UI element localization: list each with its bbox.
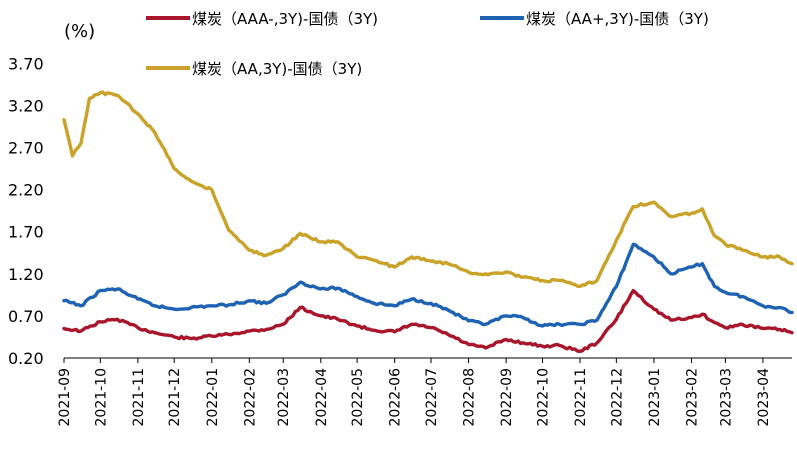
x-tick-label: 2023-03 xyxy=(718,368,734,427)
x-tick-label: 2022-06 xyxy=(388,368,404,427)
y-tick-label: 2.20 xyxy=(8,181,44,200)
x-tick-label: 2022-04 xyxy=(314,368,330,427)
series-line-1 xyxy=(62,288,794,353)
x-tick-label: 2022-08 xyxy=(462,368,478,427)
y-unit-label: (%) xyxy=(64,21,95,42)
x-tick-label: 2022-07 xyxy=(424,368,440,427)
x-tick-label: 2022-05 xyxy=(350,368,366,427)
y-tick-label: 3.70 xyxy=(8,54,44,73)
series-line-3 xyxy=(62,90,794,289)
series-group xyxy=(62,90,794,353)
x-tick-label: 2022-11 xyxy=(573,368,589,427)
x-tick-label: 2022-12 xyxy=(609,368,625,427)
series-line-2 xyxy=(62,242,794,328)
x-tick-label: 2023-04 xyxy=(756,368,772,427)
x-tick-label: 2022-09 xyxy=(499,368,515,427)
x-tick-label: 2021-11 xyxy=(131,368,147,427)
legend-label: 煤炭（AA,3Y)-国债（3Y) xyxy=(192,60,362,78)
y-axis-ticks: 0.20 0.70 1.20 1.70 2.20 2.70 3.20 3.70 xyxy=(8,54,44,368)
y-tick-label: 0.20 xyxy=(8,349,44,368)
x-tick-label: 2021-09 xyxy=(57,368,73,427)
y-tick-label: 3.20 xyxy=(8,96,44,115)
legend: 煤炭（AAA-,3Y)-国债（3Y) 煤炭（AA+,3Y)-国债（3Y) 煤炭（AA… xyxy=(146,10,709,78)
x-tick-label: 2021-12 xyxy=(167,368,183,427)
y-tick-label: 2.70 xyxy=(8,138,44,157)
legend-label: 煤炭（AAA-,3Y)-国债（3Y) xyxy=(192,10,378,28)
y-tick-label: 0.70 xyxy=(8,307,44,326)
x-tick-label: 2021-10 xyxy=(93,368,109,427)
x-tick-label: 2023-02 xyxy=(684,368,700,427)
legend-label: 煤炭（AA+,3Y)-国债（3Y) xyxy=(526,10,709,28)
x-tick-label: 2022-03 xyxy=(276,368,292,427)
x-tick-label: 2022-10 xyxy=(535,368,551,427)
x-axis-ticks: 2021-09 2021-10 2021-11 2021-12 2022-01 2022-… xyxy=(57,358,772,427)
x-tick-label: 2022-01 xyxy=(205,368,221,427)
x-tick-label: 2023-01 xyxy=(647,368,663,427)
y-tick-label: 1.20 xyxy=(8,265,44,284)
y-tick-label: 1.70 xyxy=(8,223,44,242)
x-tick-label: 2022-02 xyxy=(242,368,258,427)
